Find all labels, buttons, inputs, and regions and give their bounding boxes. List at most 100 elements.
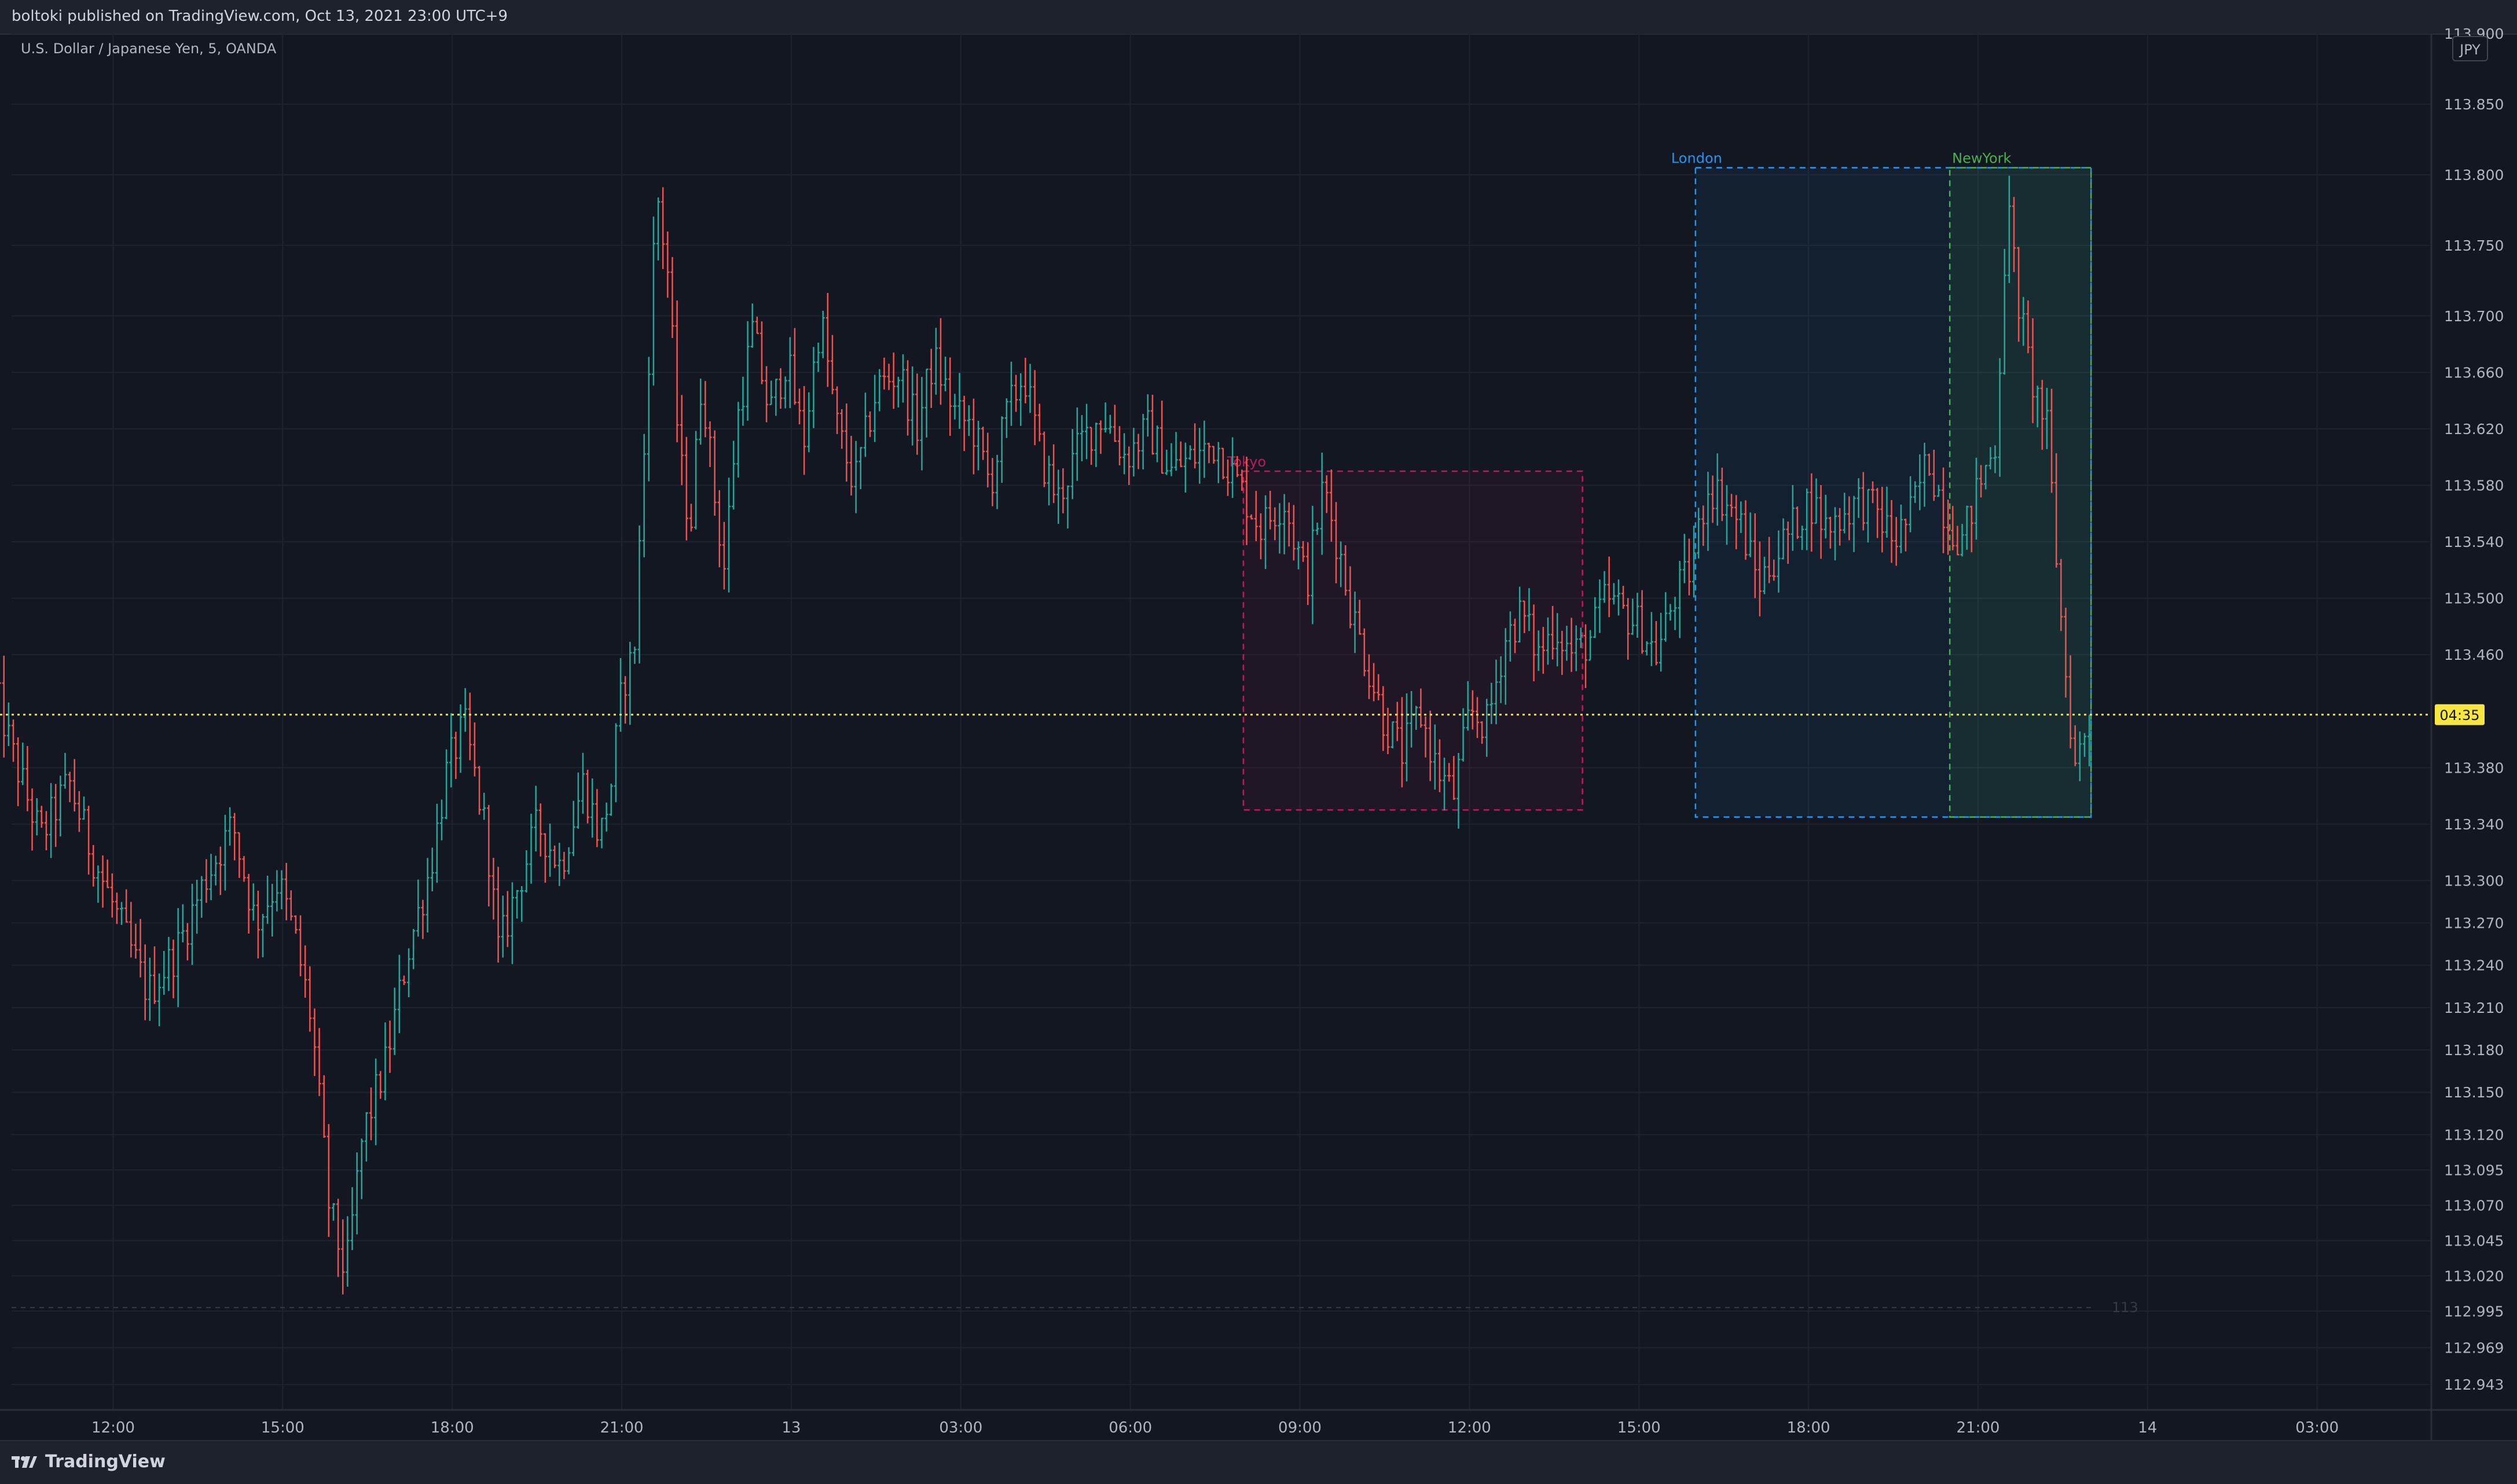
y-tick-label: 113.240 — [2444, 957, 2504, 974]
ohlc-bar — [562, 851, 566, 879]
last-price-tag — [2435, 704, 2485, 725]
y-tick-label: 113.800 — [2444, 167, 2504, 183]
ohlc-bar — [727, 477, 731, 593]
ohlc-bar — [920, 377, 924, 471]
ohlc-bar — [1555, 613, 1560, 667]
ohlc-bar — [1560, 630, 1564, 675]
ohlc-bar — [1089, 427, 1094, 465]
ohlc-bar — [708, 421, 712, 468]
ohlc-bar — [482, 792, 486, 820]
ohlc-bar — [256, 890, 260, 958]
ohlc-bar — [906, 360, 910, 436]
reference-line-label: 113 — [2112, 1299, 2138, 1316]
ohlc-bar — [699, 379, 703, 445]
tradingview-logo[interactable]: TradingView — [12, 1452, 166, 1472]
ohlc-bar — [1720, 467, 1724, 521]
ohlc-bar — [1843, 493, 1847, 534]
ohlc-bar — [322, 1075, 326, 1138]
ohlc-bar — [1790, 485, 1795, 551]
ohlc-bar — [1960, 524, 1964, 557]
x-tick-label: 21:00 — [600, 1419, 644, 1437]
ohlc-bar — [765, 366, 769, 423]
ohlc-bar — [878, 369, 882, 412]
ohlc-bar — [1668, 604, 1672, 621]
ohlc-bar — [2045, 387, 2049, 449]
session-box-newyork — [1949, 167, 2092, 818]
x-tick-label: 14 — [2138, 1419, 2157, 1437]
ohlc-bar — [1447, 763, 1451, 782]
ohlc-bar — [402, 975, 406, 985]
ohlc-bar — [293, 915, 298, 934]
ohlc-bar — [1377, 674, 1381, 701]
y-tick-label: 113.020 — [2444, 1268, 2504, 1284]
ohlc-bar — [458, 704, 463, 773]
ohlc-bar — [58, 776, 63, 837]
ohlc-bar — [2026, 300, 2030, 354]
ohlc-bar — [1390, 721, 1395, 749]
ohlc-bar — [214, 855, 218, 886]
footer-bar: TradingView — [0, 1440, 2517, 1484]
ohlc-bar — [1730, 494, 1734, 517]
ohlc-bar — [854, 440, 858, 513]
ohlc-bar — [849, 436, 853, 496]
ohlc-bar — [1169, 443, 1173, 476]
ohlc-bar — [1117, 426, 1121, 465]
ohlc-bar — [557, 843, 562, 886]
ohlc-bar — [148, 957, 152, 1021]
ohlc-bar — [468, 692, 472, 761]
ohlc-bar — [1193, 423, 1197, 469]
ohlc-bar — [1264, 495, 1268, 570]
ohlc-bar — [2002, 249, 2006, 375]
ohlc-bar — [167, 936, 171, 991]
ohlc-bar — [1800, 526, 1804, 550]
ohlc-bar — [553, 845, 557, 868]
ohlc-bar — [2012, 197, 2016, 273]
y-tick-label: 113.750 — [2444, 237, 2504, 254]
ohlc-bar — [750, 303, 754, 348]
ohlc-bar — [1626, 598, 1630, 660]
ohlc-bar — [1786, 521, 1790, 564]
ohlc-bar — [736, 402, 740, 478]
ohlc-bar — [614, 723, 618, 803]
y-tick-label: 113.580 — [2444, 477, 2504, 494]
ohlc-bar — [896, 376, 900, 407]
ohlc-bar — [1508, 611, 1512, 662]
ohlc-bar — [1748, 512, 1752, 557]
ohlc-bar — [520, 886, 524, 922]
currency-button[interactable]: JPY — [2452, 36, 2488, 61]
ohlc-bar — [1979, 465, 1983, 498]
ohlc-bar — [1226, 459, 1230, 496]
ohlc-bar — [1023, 358, 1028, 403]
ohlc-bar — [1527, 588, 1531, 631]
ohlc-bar — [1443, 757, 1447, 811]
ohlc-bar — [501, 895, 505, 958]
ohlc-bar — [1381, 686, 1385, 751]
y-tick-label: 113.500 — [2444, 590, 2504, 607]
ohlc-bar — [971, 398, 975, 475]
ohlc-bar — [722, 521, 726, 590]
ohlc-bar — [1965, 505, 1969, 550]
ohlc-bar — [110, 873, 114, 918]
ohlc-bar — [233, 813, 237, 861]
ohlc-bar — [581, 752, 585, 814]
ohlc-bar — [1395, 701, 1399, 741]
ohlc-bar — [416, 879, 420, 937]
ohlc-bar — [1367, 654, 1371, 699]
ohlc-bar — [1584, 624, 1588, 688]
y-tick-label: 113.210 — [2444, 1000, 2504, 1016]
ohlc-bar — [190, 884, 195, 965]
ohlc-bar — [675, 300, 679, 443]
ohlc-bar — [1758, 541, 1762, 616]
ohlc-bar — [247, 873, 251, 934]
ohlc-bar — [1861, 472, 1865, 531]
ohlc-bar — [1004, 398, 1008, 438]
ohlc-bar — [12, 719, 16, 762]
ohlc-bar — [237, 832, 241, 878]
ohlc-bar — [1320, 452, 1324, 555]
ohlc-bar — [35, 798, 39, 836]
ohlc-bar — [1094, 423, 1098, 467]
ohlc-bar — [1485, 699, 1489, 757]
ohlc-bar — [858, 447, 863, 490]
ohlc-bar — [280, 870, 284, 909]
